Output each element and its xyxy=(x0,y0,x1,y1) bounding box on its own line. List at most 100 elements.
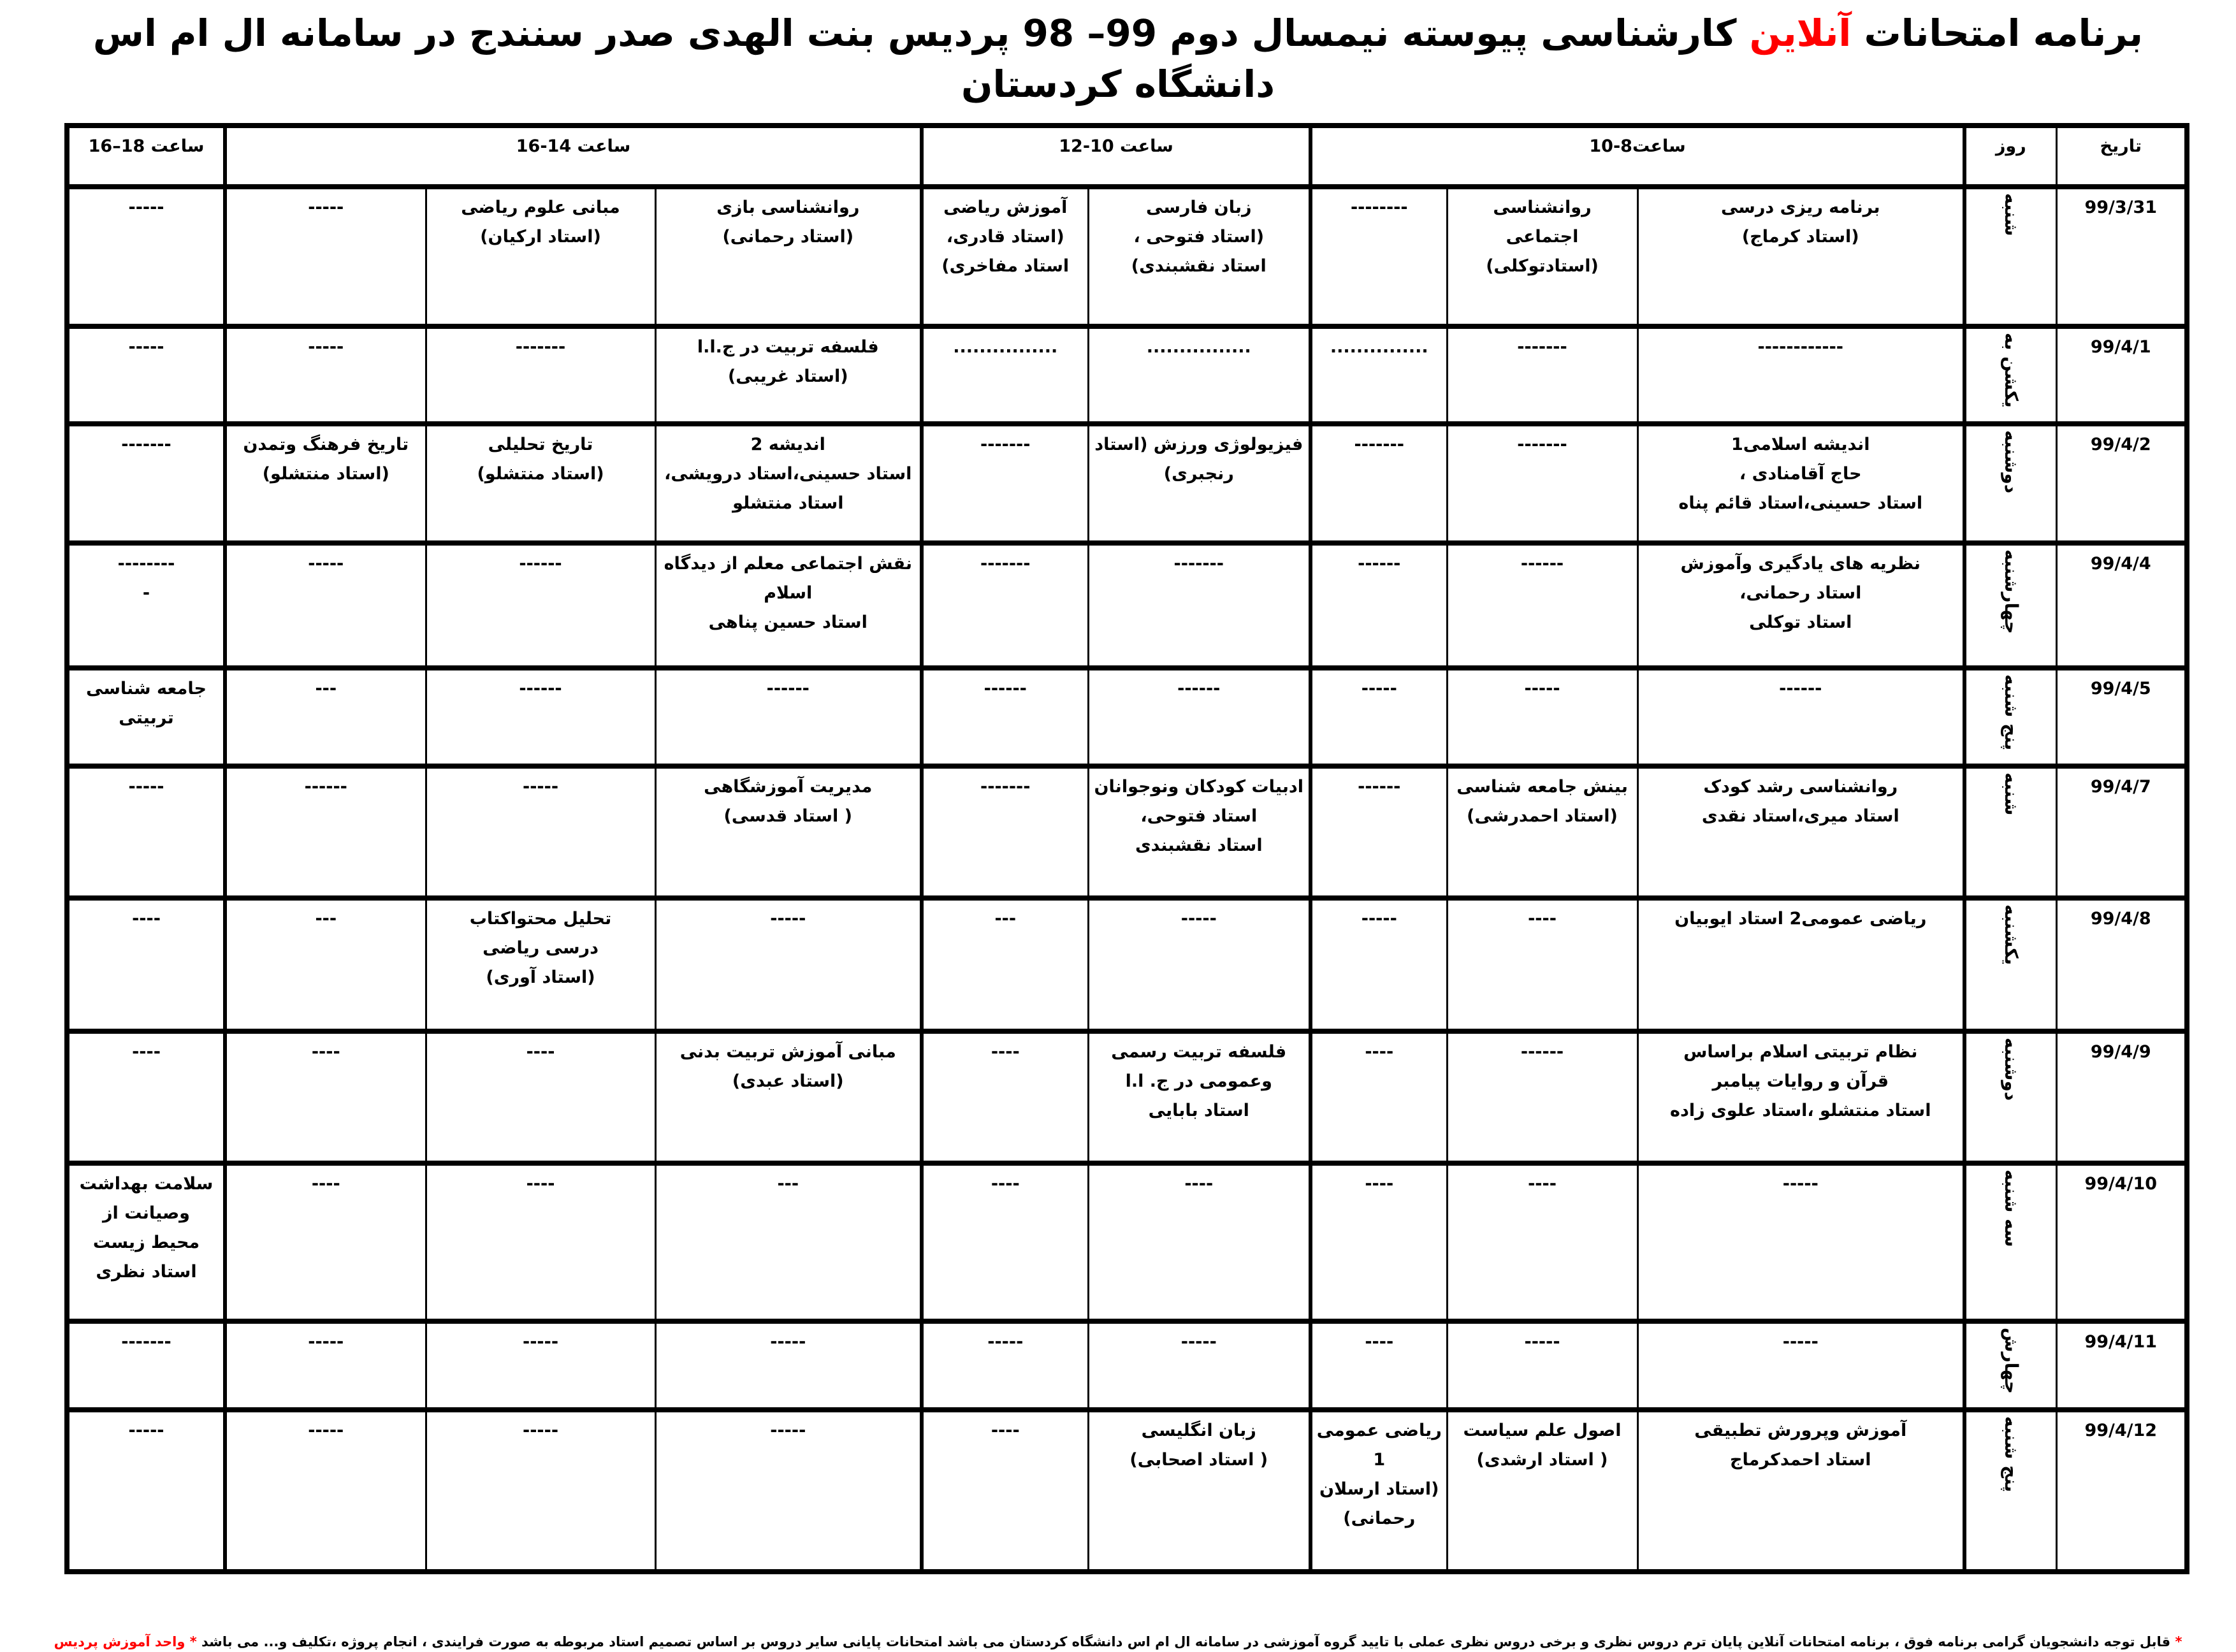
exam-cell: ------- xyxy=(920,765,1089,899)
exam-cell: ----- xyxy=(1637,1162,1966,1322)
exam-cell: ---- xyxy=(1087,1162,1312,1322)
date-cell: 99/4/7 xyxy=(2055,765,2190,899)
exam-cell: روانشناسی رشد کودک استاد میری،استاد نقدی xyxy=(1637,765,1966,899)
exam-cell: ----- xyxy=(64,1409,226,1573)
header-date: تاریخ xyxy=(2055,124,2190,188)
footer-text: قابل توجه دانشجویان گرامی برنامه فوق ، ب… xyxy=(196,1634,2175,1649)
table-row: 99/3/31 شنبه برنامه ریزی درسی (استاد کرماج… xyxy=(64,185,2190,328)
table-row: 99/4/5 پنج شنبه ------ ----- ----- ------ ----… xyxy=(64,667,2190,767)
day-cell: شنبه xyxy=(1963,765,2058,899)
footer-note: * قابل توجه دانشجویان گرامی برنامه فوق ،… xyxy=(0,1632,2236,1652)
day-name: چهارشنبه xyxy=(2000,549,2022,634)
exam-cell: ----- xyxy=(1309,897,1448,1032)
exam-cell: ---- xyxy=(64,897,226,1032)
exam-cell: ------- xyxy=(64,423,226,544)
exam-cell: ---- xyxy=(222,1162,427,1322)
exam-cell: اصول علم سیاست ( استاد ارشدی) xyxy=(1446,1409,1639,1573)
exam-cell: ---- xyxy=(64,1030,226,1164)
day-name: پنج شنبه xyxy=(2000,1416,2022,1493)
exam-cell: ---- xyxy=(1309,1030,1448,1164)
exam-cell: نظریه های یادگیری وآموزش استاد رحمانی، ا… xyxy=(1637,542,1966,669)
exam-cell: ----- xyxy=(425,765,657,899)
exam-cell: ------------ xyxy=(1637,325,1966,425)
date-cell: 99/4/11 xyxy=(2055,1320,2190,1411)
exam-cell: زبان انگلیسی ( استاد اصحابی) xyxy=(1087,1409,1312,1573)
header-slot-10-12: ساعت 10-12 xyxy=(920,124,1312,188)
day-name: دوشنبه xyxy=(2000,430,2022,493)
header-row: تاریخ روز ساعت8-10 ساعت 10-12 ساعت 14-16… xyxy=(64,124,2190,188)
table-row: 99/4/1 یکشن به ------------ -------........… xyxy=(64,325,2190,425)
exam-cell: آموزش ریاضی (استاد قادری، استاد مفاخری) xyxy=(920,185,1089,328)
exam-cell: ----- xyxy=(64,185,226,328)
exam-cell: ------ xyxy=(1446,1030,1639,1164)
date-cell: 99/4/10 xyxy=(2055,1162,2190,1322)
exam-cell: بینش جامعه شناسی (استاد احمدرشی) xyxy=(1446,765,1639,899)
header-slot-14-16: ساعت 14-16 xyxy=(222,124,923,188)
date-cell: 99/4/4 xyxy=(2055,542,2190,669)
table-row: 99/4/12 پنج شنبه آموزش وپرورش تطبیقی استاد… xyxy=(64,1409,2190,1573)
exam-cell: ------ xyxy=(425,542,657,669)
exam-cell: ---- xyxy=(425,1162,657,1322)
exam-cell: برنامه ریزی درسی (استاد کرماج) xyxy=(1637,185,1966,328)
table-row: 99/4/7 شنبه روانشناسی رشد کودک استاد میری،… xyxy=(64,765,2190,899)
exam-cell: ------- xyxy=(920,423,1089,544)
header-slot-16-18: ساعت 18–16 xyxy=(64,124,226,188)
exam-cell: --- xyxy=(920,897,1089,1032)
exam-cell: ----- xyxy=(425,1409,657,1573)
header-day: روز xyxy=(1963,124,2058,188)
exam-cell: آموزش وپرورش تطبیقی استاد احمدکرماج xyxy=(1637,1409,1966,1573)
table-row: 99/4/11 چهارش ----- ----- ---- ----- ----- ----… xyxy=(64,1320,2190,1411)
footer-signature: * واحد آموزش پردیس xyxy=(54,1634,197,1649)
exam-cell: ------ xyxy=(1309,542,1448,669)
exam-cell: ------- xyxy=(1446,423,1639,544)
exam-cell: ----- xyxy=(1446,667,1639,767)
exam-cell: اندیشه 2 استاد حسینی،استاد درویشی، استاد… xyxy=(655,423,923,544)
exam-cell: جامعه شناسی تربیتی xyxy=(64,667,226,767)
day-cell: دوشنبه xyxy=(1963,423,2058,544)
day-name: دوشنبه xyxy=(2000,1037,2022,1101)
date-cell: 99/4/9 xyxy=(2055,1030,2190,1164)
exam-cell: سلامت بهداشت وصیانت از محیط زیست استاد ن… xyxy=(64,1162,226,1322)
exam-cell: ریاضی عمومی 1 (استاد ارسلان رحمانی) xyxy=(1309,1409,1448,1573)
exam-cell: ------- xyxy=(920,542,1089,669)
exam-cell: اندیشه اسلامی1 حاج آقامنادی ، استاد حسین… xyxy=(1637,423,1966,544)
exam-cell: ----- xyxy=(425,1320,657,1411)
exam-cell: ----- xyxy=(920,1320,1089,1411)
exam-schedule-table: تاریخ روز ساعت8-10 ساعت 10-12 ساعت 14-16… xyxy=(64,123,2190,1574)
exam-cell: ............... xyxy=(1309,325,1448,425)
title-text-start: برنامه امتحانات xyxy=(1851,11,2144,55)
exam-cell: ------ xyxy=(425,667,657,767)
exam-cell: تاریخ فرهنگ وتمدن (استاد منتشلو) xyxy=(222,423,427,544)
exam-cell: نقش اجتماعی معلم از دیدگاه اسلام استاد ح… xyxy=(655,542,923,669)
exam-cell: --- xyxy=(222,667,427,767)
exam-cell: ----- xyxy=(1087,1320,1312,1411)
day-cell: سه شنبه xyxy=(1963,1162,2058,1322)
day-name: یکشن به xyxy=(2000,333,2022,408)
day-cell: پنج شنبه xyxy=(1963,667,2058,767)
exam-cell: ---- xyxy=(425,1030,657,1164)
exam-cell: ----- xyxy=(1309,667,1448,767)
exam-cell: ................ xyxy=(920,325,1089,425)
day-cell: چهارشنبه xyxy=(1963,542,2058,669)
exam-cell: ----- xyxy=(64,765,226,899)
exam-cell: ----- xyxy=(655,897,923,1032)
exam-cell: ------ xyxy=(1087,667,1312,767)
exam-cell: ---- xyxy=(1446,897,1639,1032)
exam-cell: ------ xyxy=(655,667,923,767)
exam-cell: مدیریت آموزشگاهی ( استاد قدسی) xyxy=(655,765,923,899)
table-row: 99/4/8 یکشنبه ریاضی عمومی2 استاد ایوبیان --… xyxy=(64,897,2190,1032)
day-name: یکشنبه xyxy=(2000,904,2022,966)
table-row: 99/4/4 چهارشنبه نظریه های یادگیری وآموزش ا… xyxy=(64,542,2190,669)
exam-cell: ---- xyxy=(920,1030,1089,1164)
exam-cell: ------- xyxy=(425,325,657,425)
exam-cell: ---- xyxy=(1309,1320,1448,1411)
exam-cell: ------- xyxy=(1309,423,1448,544)
exam-cell: ---- xyxy=(920,1162,1089,1322)
exam-cell: ---- xyxy=(1309,1162,1448,1322)
exam-cell: ................ xyxy=(1087,325,1312,425)
day-cell: پنج شنبه xyxy=(1963,1409,2058,1573)
exam-cell: ریاضی عمومی2 استاد ایوبیان xyxy=(1637,897,1966,1032)
day-name: شنبه xyxy=(2000,772,2022,816)
exam-cell: ------- xyxy=(64,1320,226,1411)
